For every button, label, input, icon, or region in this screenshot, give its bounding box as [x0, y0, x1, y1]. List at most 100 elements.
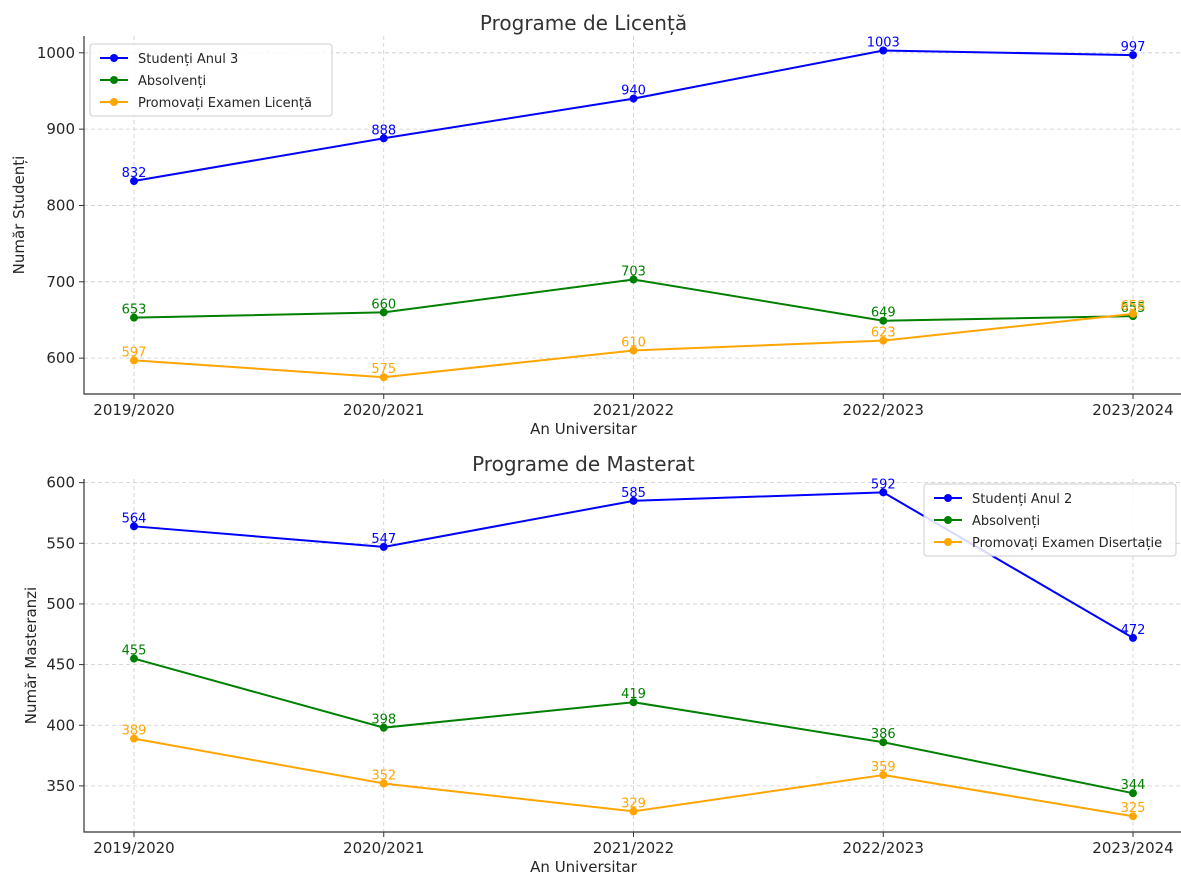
data-label: 597: [122, 345, 147, 360]
data-label: 575: [371, 362, 396, 377]
y-tick-label: 600: [46, 474, 75, 492]
data-point: [629, 698, 638, 707]
data-label: 564: [122, 511, 147, 526]
data-point: [1129, 789, 1137, 798]
data-point: [130, 522, 138, 531]
legend-marker: [110, 98, 118, 106]
chart-2: 350 400 450 500 550 600 2019/2020 2020/2021 2021…: [22, 452, 1181, 876]
legend-marker: [110, 54, 118, 62]
data-label: 610: [621, 335, 646, 350]
y-tick-label: 1000: [37, 44, 75, 62]
legend-box: [89, 43, 333, 117]
data-label: 888: [371, 123, 396, 138]
series-2: 653 660 703 649 655: [122, 265, 1146, 325]
data-label: 653: [122, 303, 147, 318]
series-1: 832 888 940 1003 997: [122, 36, 1146, 186]
x-tick-label: 2023/2024: [1092, 401, 1173, 419]
data-label: 455: [122, 644, 147, 659]
series-3: 597 575 610 623 658: [122, 299, 1146, 382]
data-point: [379, 542, 388, 551]
data-point: [629, 275, 638, 284]
legend-label: Promovați Examen Disertație: [972, 536, 1162, 551]
y-tick-label: 900: [46, 120, 75, 138]
x-tick-label: 2021/2022: [593, 401, 674, 419]
legend-label: Absolvenți: [972, 514, 1040, 529]
x-axis-label: An Universitar: [530, 858, 638, 876]
data-point: [1129, 51, 1137, 60]
x-tick-label: 2019/2020: [93, 839, 174, 857]
data-point: [629, 807, 638, 816]
x-tick-label: 2019/2020: [93, 401, 174, 419]
data-point: [379, 779, 388, 788]
legend-marker: [944, 516, 952, 524]
axis-spines: [83, 36, 1181, 395]
legend-label: Promovați Examen Licență: [138, 96, 312, 111]
legend-marker: [110, 76, 118, 84]
data-point: [130, 313, 138, 322]
data-label: 832: [122, 166, 147, 181]
series-line: [133, 278, 1134, 322]
legend-label: Studenți Anul 3: [138, 52, 238, 67]
y-axis-label: Număr Studenți: [10, 156, 28, 275]
series-2: 455 398 419 386 344: [122, 644, 1145, 798]
data-point: [379, 723, 388, 732]
data-point: [130, 356, 138, 365]
data-label: 329: [621, 796, 646, 811]
chart-title: Programe de Masterat: [472, 452, 695, 476]
y-tick-label: 350: [46, 777, 75, 795]
data-point: [629, 94, 638, 103]
data-label: 389: [122, 724, 147, 739]
data-label: 386: [871, 727, 896, 742]
legend: Studenți Anul 3 Absolvenți Promovați Exame…: [89, 43, 333, 117]
y-tick-label: 600: [46, 349, 75, 367]
data-point: [379, 373, 388, 382]
x-tick-label: 2023/2024: [1092, 839, 1173, 857]
data-point: [879, 46, 888, 55]
data-point: [130, 734, 138, 743]
x-tick-label: 2022/2023: [843, 839, 924, 857]
y-tick-label: 500: [46, 595, 75, 613]
data-point: [629, 346, 638, 355]
data-point: [1129, 812, 1137, 821]
data-point: [379, 308, 388, 317]
x-tick-label: 2020/2021: [343, 839, 424, 857]
data-label: 940: [621, 84, 646, 99]
legend-marker: [944, 494, 952, 502]
data-label: 658: [1121, 299, 1146, 314]
data-label: 352: [371, 768, 396, 783]
legend-box: [923, 483, 1177, 557]
data-label: 325: [1121, 801, 1146, 816]
data-label: 649: [871, 306, 896, 321]
data-label: 585: [621, 486, 646, 501]
x-tick-label: 2020/2021: [343, 401, 424, 419]
x-tick-label: 2022/2023: [843, 401, 924, 419]
data-point: [130, 654, 138, 663]
data-label: 997: [1121, 40, 1146, 55]
chart-1: 600 700 800 900 1000 2019/2020 2020/2021 2021/2…: [10, 11, 1181, 438]
data-point: [879, 488, 888, 497]
data-label: 472: [1121, 623, 1146, 638]
y-tick-label: 550: [46, 534, 75, 552]
chart-title: Programe de Licență: [480, 11, 687, 35]
legend-label: Absolvenți: [138, 74, 206, 89]
data-label: 1003: [867, 36, 900, 51]
data-point: [1129, 309, 1137, 318]
legend: Studenți Anul 2 Absolvenți Promovați Exame…: [923, 483, 1177, 557]
y-tick-label: 450: [46, 656, 75, 674]
data-point: [379, 134, 388, 143]
data-label: 419: [621, 687, 646, 702]
data-label: 703: [621, 265, 646, 280]
data-point: [629, 496, 638, 505]
data-label: 398: [371, 713, 396, 728]
data-point: [879, 316, 888, 325]
data-label: 660: [371, 297, 396, 312]
y-axis-label: Număr Masteranzi: [22, 587, 40, 724]
data-label: 655: [1121, 301, 1146, 316]
y-tick-label: 800: [46, 196, 75, 214]
data-label: 623: [871, 326, 896, 341]
data-point: [130, 177, 138, 186]
x-tick-label: 2021/2022: [593, 839, 674, 857]
data-label: 359: [871, 760, 896, 775]
legend-marker: [944, 538, 952, 546]
